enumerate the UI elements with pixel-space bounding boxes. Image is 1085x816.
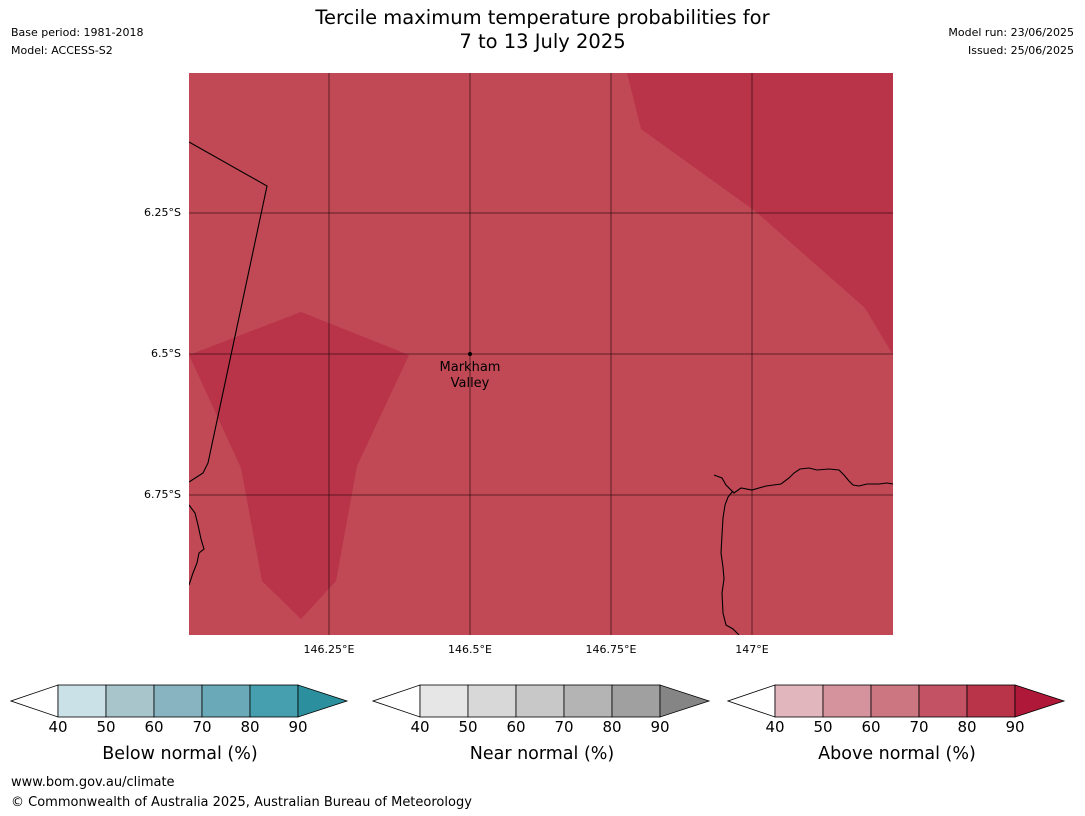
title-line-2: 7 to 13 July 2025 — [459, 30, 626, 53]
map-panel[interactable] — [189, 73, 893, 635]
colorbar-extension-high — [297, 684, 349, 718]
tick-near-70: 70 — [554, 718, 574, 736]
lon-label-146-75: 146.75°E — [585, 643, 637, 656]
tick-below-70: 70 — [192, 718, 212, 736]
colorbar-box — [467, 684, 517, 718]
tick-near-60: 60 — [506, 718, 526, 736]
high-probability-region-ne — [627, 73, 893, 355]
tick-below-40: 40 — [48, 718, 68, 736]
place-name-line-1: Markham — [439, 360, 501, 375]
tick-below-90: 90 — [288, 718, 308, 736]
colorbar-box — [611, 684, 661, 718]
colorbar-box — [966, 684, 1016, 718]
colorbar-box — [249, 684, 299, 718]
colorbar-extension-low — [372, 684, 421, 718]
tick-above-50: 50 — [813, 718, 833, 736]
footer-url[interactable]: www.bom.gov.au/climate — [11, 775, 175, 790]
lon-label-146-25: 146.25°E — [303, 643, 355, 656]
tick-below-80: 80 — [240, 718, 260, 736]
title-line-1: Tercile maximum temperature probabilitie… — [315, 6, 770, 29]
map-title: Tercile maximum temperature probabilitie… — [0, 6, 1085, 54]
tick-below-60: 60 — [144, 718, 164, 736]
tick-near-50: 50 — [458, 718, 478, 736]
place-label: Markham Valley — [420, 360, 520, 392]
colorbar-box — [201, 684, 251, 718]
colorbar-box — [419, 684, 469, 718]
graticule — [189, 73, 893, 635]
colorbar-box — [515, 684, 565, 718]
footer-copyright: © Commonwealth of Australia 2025, Austra… — [11, 795, 472, 810]
tick-above-60: 60 — [861, 718, 881, 736]
colorbar-extension-low — [10, 684, 59, 718]
colorbar-box — [774, 684, 824, 718]
model-name: Model: ACCESS-S2 — [11, 44, 113, 57]
colorbar-box — [822, 684, 872, 718]
meta-right: Model run: 23/06/2025 Issued: 25/06/2025 — [948, 24, 1074, 60]
base-period: Base period: 1981-2018 — [11, 26, 144, 39]
colorbar-box — [918, 684, 968, 718]
colorbar-near-normal — [372, 684, 711, 718]
lat-label-6-25: 6.25°S — [144, 206, 181, 219]
tick-above-70: 70 — [909, 718, 929, 736]
tick-near-40: 40 — [410, 718, 430, 736]
place-name-line-2: Valley — [450, 376, 490, 391]
colorbar-extension-high — [659, 684, 711, 718]
tick-near-80: 80 — [602, 718, 622, 736]
tick-above-90: 90 — [1005, 718, 1025, 736]
legend-label-below: Below normal (%) — [102, 744, 258, 764]
colorbar-box — [105, 684, 155, 718]
lat-label-6-5: 6.5°S — [151, 347, 181, 360]
high-probability-region-sw — [189, 312, 409, 619]
legend-label-near: Near normal (%) — [469, 744, 615, 764]
coastlines — [189, 141, 893, 635]
lat-label-6-75: 6.75°S — [144, 488, 181, 501]
tick-near-90: 90 — [650, 718, 670, 736]
colorbar-box — [563, 684, 613, 718]
colorbar-extension-high — [1014, 684, 1066, 718]
tick-above-80: 80 — [957, 718, 977, 736]
colorbar-box — [870, 684, 920, 718]
meta-left: Base period: 1981-2018 Model: ACCESS-S2 — [11, 24, 143, 60]
colorbar-extension-low — [727, 684, 776, 718]
colorbar-box — [57, 684, 107, 718]
colorbar-above-normal — [727, 684, 1066, 718]
issued-date: Issued: 25/06/2025 — [967, 44, 1074, 57]
model-run: Model run: 23/06/2025 — [948, 26, 1074, 39]
colorbar-box — [153, 684, 203, 718]
lon-label-147: 147°E — [735, 643, 769, 656]
map-canvas — [189, 73, 893, 635]
tick-above-40: 40 — [765, 718, 785, 736]
legend-label-above: Above normal (%) — [818, 744, 976, 764]
tick-below-50: 50 — [96, 718, 116, 736]
lon-label-146-5: 146.5°E — [448, 643, 492, 656]
colorbar-below-normal — [10, 684, 349, 718]
place-marker-dot — [468, 352, 472, 356]
